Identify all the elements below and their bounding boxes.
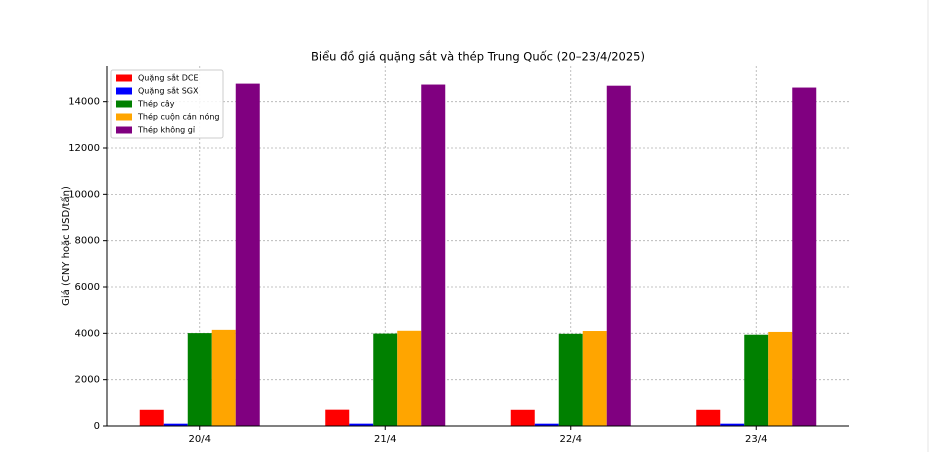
x-tick-label: 23/4 xyxy=(745,434,767,445)
bar xyxy=(792,87,817,426)
bar xyxy=(235,83,260,427)
bar xyxy=(510,409,535,426)
legend-label: Quặng sắt DCE xyxy=(138,73,199,84)
legend-swatch xyxy=(116,74,132,82)
bar xyxy=(397,330,422,426)
bar xyxy=(373,333,398,426)
bar xyxy=(696,409,721,426)
y-tick-label: 14000 xyxy=(68,97,100,108)
legend-label: Quặng sắt SGX xyxy=(138,86,199,97)
bar xyxy=(211,329,236,426)
bar xyxy=(163,423,188,426)
bar xyxy=(606,85,631,427)
legend-swatch xyxy=(116,87,132,95)
chart-title: Biểu đồ giá quặng sắt và thép Trung Quốc… xyxy=(311,50,645,64)
bars xyxy=(139,83,817,427)
y-tick-label: 12000 xyxy=(68,143,100,154)
bar xyxy=(768,331,793,426)
legend-swatch xyxy=(116,126,132,134)
x-tick-label: 21/4 xyxy=(374,434,396,445)
bar xyxy=(187,333,212,426)
legend-swatch xyxy=(116,113,132,121)
x-tick-label: 22/4 xyxy=(560,434,582,445)
y-tick-label: 4000 xyxy=(75,328,100,339)
bar xyxy=(325,409,350,426)
bar xyxy=(534,423,559,426)
y-tick-label: 6000 xyxy=(75,282,100,293)
y-axis-label: Giá (CNY hoặc USD/tấn) xyxy=(60,186,72,306)
axes: 0 2000 4000 6000 8000 10000 12000 14000 20/4 21/4… xyxy=(68,66,849,445)
bar xyxy=(558,333,583,426)
bar xyxy=(582,331,607,426)
bar xyxy=(720,423,745,426)
y-tick-label: 10000 xyxy=(68,189,100,200)
legend-label: Thép cuộn cán nóng xyxy=(137,112,220,122)
y-tick-label: 2000 xyxy=(75,375,100,386)
legend-swatch xyxy=(116,100,132,108)
x-tick-label: 20/4 xyxy=(189,434,211,445)
bar xyxy=(744,334,769,426)
bar xyxy=(421,84,446,426)
legend-box xyxy=(110,69,224,139)
bar xyxy=(349,423,374,426)
legend: Quặng sắt DCE Quặng sắt SGX Thép cây Thép c… xyxy=(110,69,224,139)
bar xyxy=(139,409,164,426)
legend-label: Thép không gỉ xyxy=(137,125,196,135)
y-tick-label: 8000 xyxy=(75,236,100,247)
y-tick-label: 0 xyxy=(94,421,100,432)
legend-label: Thép cây xyxy=(137,99,175,109)
